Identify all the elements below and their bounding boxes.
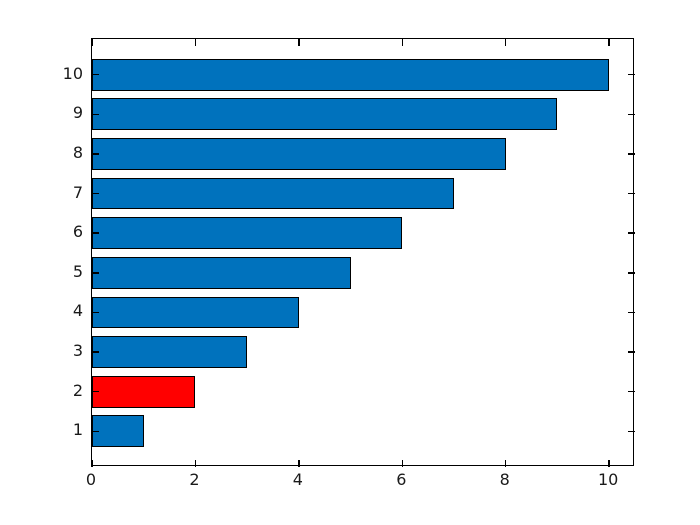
bar-1 (92, 415, 144, 448)
bar-2 (92, 375, 196, 408)
y-tick-right-9 (628, 113, 635, 116)
y-tick-label-5: 5 (72, 261, 83, 281)
x-tick-top-6 (401, 39, 404, 46)
y-tick-right-10 (628, 73, 635, 76)
y-tick-left-7 (92, 192, 99, 195)
bar-9 (92, 98, 558, 131)
y-tick-left-9 (92, 113, 99, 116)
y-tick-right-8 (628, 153, 635, 155)
bar-4 (92, 296, 299, 329)
x-tick-label-8: 8 (499, 470, 510, 489)
y-tick-left-4 (92, 311, 99, 314)
y-tick-left-8 (92, 153, 99, 155)
y-tick-label-9: 9 (72, 103, 83, 123)
y-tick-label-6: 6 (72, 222, 83, 242)
plot-area (91, 38, 635, 467)
x-tick-top-0 (91, 39, 93, 46)
x-tick-label-10: 10 (597, 470, 619, 489)
y-tick-left-1 (92, 430, 99, 433)
x-tick-label-4: 4 (292, 470, 303, 489)
x-tick-label-2: 2 (189, 470, 200, 489)
bar-6 (92, 217, 403, 250)
y-tick-right-5 (628, 272, 635, 274)
x-tick-bottom-10 (608, 460, 610, 467)
y-tick-label-4: 4 (72, 301, 83, 321)
y-tick-label-10: 10 (62, 63, 83, 83)
y-tick-label-2: 2 (72, 380, 83, 400)
x-tick-bottom-8 (504, 460, 507, 467)
y-tick-label-1: 1 (72, 420, 83, 440)
x-tick-label-0: 0 (85, 470, 97, 489)
y-tick-right-7 (628, 192, 635, 195)
bar-10 (92, 58, 610, 91)
y-tick-left-5 (92, 272, 99, 274)
x-tick-top-10 (608, 39, 610, 46)
bar-3 (92, 336, 248, 368)
x-tick-bottom-0 (91, 460, 93, 467)
x-tick-label-6: 6 (396, 470, 407, 489)
x-tick-top-4 (298, 39, 300, 46)
bar-8 (92, 138, 506, 170)
y-tick-right-3 (628, 351, 635, 353)
x-tick-top-2 (194, 39, 197, 46)
x-tick-bottom-6 (401, 460, 404, 467)
y-tick-right-6 (628, 232, 635, 234)
x-tick-bottom-4 (298, 460, 300, 467)
y-tick-left-3 (92, 351, 99, 353)
y-tick-label-8: 8 (72, 142, 83, 162)
y-tick-left-6 (92, 232, 99, 234)
y-tick-left-10 (92, 73, 99, 76)
y-tick-right-1 (628, 430, 635, 433)
y-tick-left-2 (92, 390, 99, 393)
y-tick-right-4 (628, 311, 635, 314)
x-tick-bottom-2 (194, 460, 197, 467)
y-tick-label-3: 3 (72, 341, 83, 361)
y-tick-label-7: 7 (72, 182, 83, 202)
y-tick-right-2 (628, 390, 635, 393)
bar-7 (92, 177, 454, 210)
x-tick-top-8 (504, 39, 507, 46)
bar-5 (92, 256, 351, 289)
